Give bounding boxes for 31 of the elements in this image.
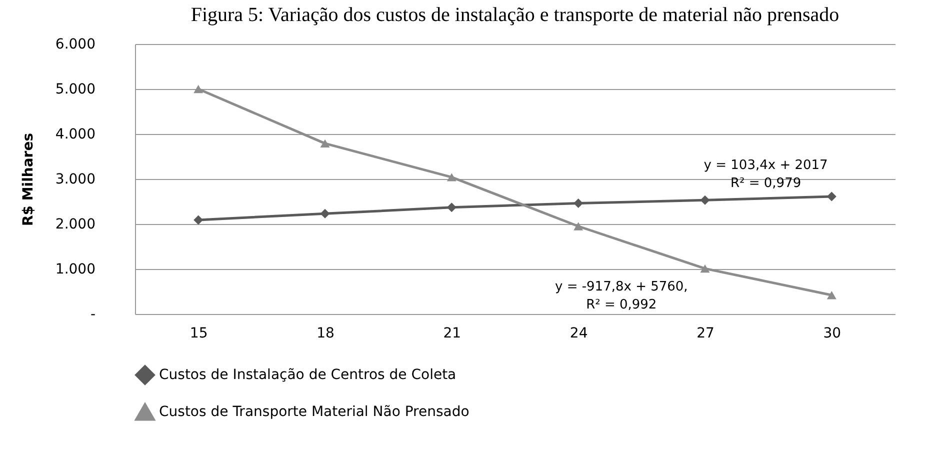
point [574, 222, 584, 230]
x-tick-label: 18 [316, 326, 334, 342]
point [574, 198, 584, 208]
point [320, 139, 330, 148]
point [826, 192, 836, 202]
x-tick-label: 27 [696, 326, 714, 342]
point [320, 208, 330, 218]
y-tick-label: - [90, 306, 96, 322]
x-tick-label: 24 [570, 326, 588, 342]
annotation: y = -917,8x + 5760, R² = 0,992 [554, 279, 688, 312]
x-tick-label: 21 [443, 326, 462, 342]
y-tick-label: 6.000 [55, 36, 96, 52]
point [700, 195, 710, 205]
point [194, 215, 204, 225]
point [446, 173, 456, 182]
y-tick-label: 1.000 [55, 262, 96, 278]
y-tick-label: 2.000 [55, 216, 96, 232]
annotation: y = 103,4x + 2017 R² = 0,979 [704, 158, 828, 191]
y-tick-label: 3.000 [55, 172, 96, 188]
point [826, 290, 836, 300]
y-axis-title: R$ Milhares [20, 132, 36, 226]
x-tick-label: 30 [823, 326, 842, 342]
point [194, 84, 204, 94]
point [446, 202, 456, 212]
chart-title: Figura 5: Variação dos custos de instalação e transporte de material não prensado [190, 4, 840, 26]
point [700, 264, 710, 273]
legend-label: Custos de Instalação de Centros de Coleta [159, 367, 456, 383]
y-tick-label: 4.000 [55, 126, 96, 142]
x-tick-label: 15 [190, 326, 208, 342]
legend-label: Custos de Transporte Material Não Prensado [159, 404, 470, 420]
y-tick-label: 5.000 [55, 82, 96, 98]
